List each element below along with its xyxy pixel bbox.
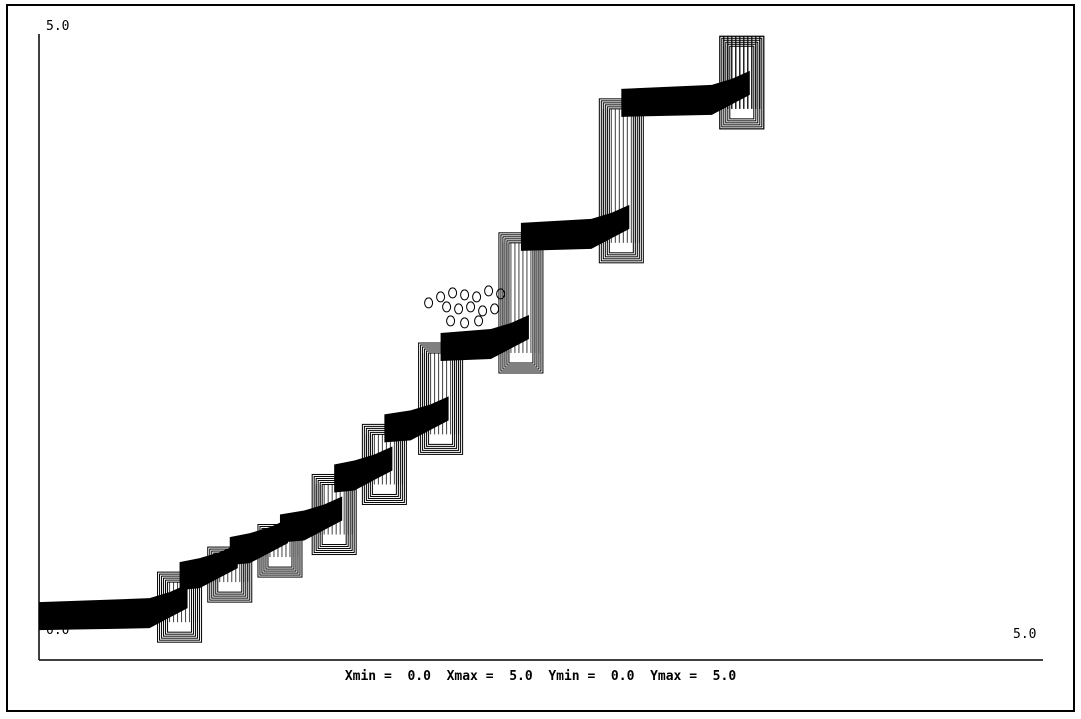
cluster-marker	[460, 289, 470, 301]
cluster-marker	[472, 291, 482, 303]
step-box-outline	[721, 37, 763, 128]
step-tread	[384, 396, 449, 443]
cluster-marker	[484, 285, 494, 297]
cluster-marker	[442, 301, 452, 313]
staircase-series	[39, 35, 765, 643]
step-tread	[179, 544, 238, 591]
step-box-outline	[424, 348, 458, 449]
cluster-marker	[466, 301, 476, 313]
cluster-marker	[460, 317, 470, 329]
cluster-marker	[496, 288, 506, 300]
step-box-outline	[725, 41, 759, 124]
cluster-marker	[448, 287, 458, 299]
step-box-outline	[428, 352, 454, 445]
cluster-marker	[490, 303, 500, 315]
step-tread	[39, 584, 188, 631]
step-tread	[520, 204, 630, 251]
y-max-label: 5.0	[46, 19, 70, 34]
cluster-marker	[474, 315, 484, 327]
step-tread	[334, 446, 393, 493]
axis-range-readout: Xmin = 0.0 Xmax = 5.0 Ymin = 0.0 Ymax = …	[344, 669, 737, 684]
cluster-marker	[436, 291, 446, 303]
cluster-marker	[446, 315, 456, 327]
step-tread	[279, 496, 343, 543]
step-box-outline	[498, 232, 544, 374]
x-max-label: 5.0	[1013, 627, 1037, 642]
cluster-marker	[454, 303, 464, 315]
cluster-marker	[424, 297, 434, 309]
step-tread	[440, 315, 529, 361]
origin-label: 0.0	[46, 623, 70, 638]
step-tread	[229, 519, 288, 566]
plot-frame	[6, 4, 1075, 712]
cluster-marker	[478, 305, 488, 317]
top-box-outline	[719, 35, 765, 130]
step-box-outline	[422, 346, 460, 451]
step-tread	[621, 70, 750, 117]
step-box-outline	[729, 45, 755, 120]
